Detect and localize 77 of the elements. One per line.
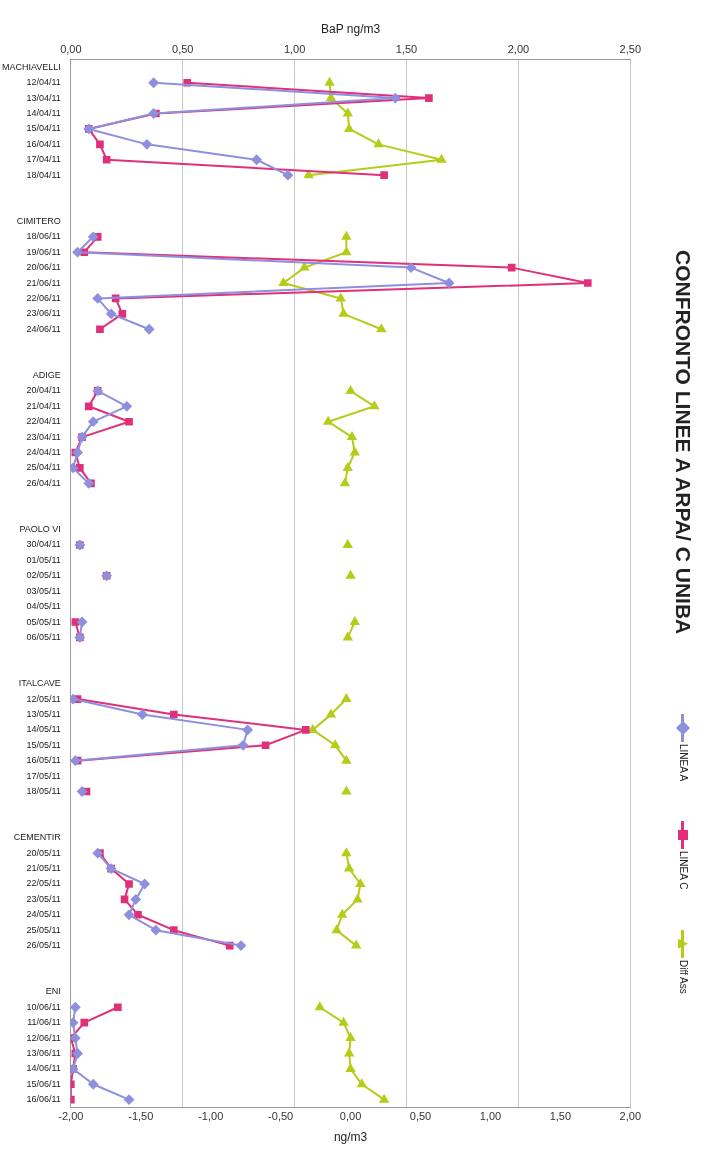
x2-tick-label: 1,00 — [283, 43, 306, 56]
y-tick-label: 14/04/11 — [26, 108, 61, 119]
y-tick-label: 02/05/11 — [26, 570, 61, 581]
y-tick-label: 05/05/11 — [26, 616, 61, 627]
y-tick-label: 18/06/11 — [26, 231, 61, 242]
y-tick-label: 13/04/11 — [26, 92, 61, 103]
y-tick-label: 16/06/11 — [26, 1094, 61, 1105]
y-tick-label: 03/05/11 — [26, 585, 61, 596]
y-tick-label: 18/04/11 — [26, 169, 61, 180]
y-tick-label: 16/05/11 — [26, 755, 61, 766]
legend-label: LINEA A — [677, 744, 689, 782]
x2-tick-label: 2,00 — [507, 43, 530, 56]
y-tick-label: 12/04/11 — [26, 77, 61, 88]
x-axis-title: ng/m3 — [333, 1130, 368, 1145]
y-tick-label: 15/04/11 — [26, 123, 61, 134]
text: CONFRONTO LINEE A ARPA/ C UNIBA — [671, 250, 695, 635]
x2-axis-title: BaP ng/m3 — [321, 21, 381, 36]
y-tick-label: 19/06/11 — [26, 246, 61, 257]
legend-label: LINEA C — [677, 851, 689, 890]
x-tick-label: 1,50 — [549, 1110, 572, 1123]
y-tick-label: 23/06/11 — [26, 308, 61, 319]
y-tick-label: 04/05/11 — [26, 601, 61, 612]
y-tick-label: 23/05/11 — [26, 893, 61, 904]
y-tick-label: 12/05/11 — [26, 693, 61, 704]
x-tick-label: 0,50 — [409, 1110, 432, 1123]
y-tick-label: 22/04/11 — [26, 416, 61, 427]
y-tick-label: 16/04/11 — [26, 138, 61, 149]
y-tick-label: 21/04/11 — [26, 400, 61, 411]
y-tick-label: 22/05/11 — [26, 878, 61, 889]
y-tick-label: ENI — [45, 986, 61, 997]
y-tick-label: 26/05/11 — [26, 940, 61, 951]
y-tick-label: 20/04/11 — [26, 385, 61, 396]
y-tick-label: MACHIAVELLI — [1, 61, 61, 72]
y-tick-label: 25/05/11 — [26, 924, 61, 935]
y-tick-label: 22/06/11 — [26, 292, 61, 303]
y-tick-label: 21/06/11 — [26, 277, 61, 288]
y-tick-label: 24/05/11 — [26, 909, 61, 920]
y-tick-label: 20/06/11 — [26, 262, 61, 273]
x-tick-label: -1,00 — [198, 1110, 224, 1123]
y-tick-label: 14/05/11 — [26, 724, 61, 735]
y-tick-label: PAOLO VI — [19, 524, 61, 535]
x-tick-label: -2,00 — [58, 1110, 84, 1123]
y-tick-label: 30/04/11 — [26, 539, 61, 550]
y-tick-label: 15/06/11 — [26, 1078, 61, 1089]
y-tick-label: 06/05/11 — [26, 631, 61, 642]
y-tick-label: 24/06/11 — [26, 323, 61, 334]
y-tick-label: 18/05/11 — [26, 786, 61, 796]
y-tick-label: 17/05/11 — [26, 770, 61, 781]
y-tick-label: ADIGE — [32, 369, 61, 380]
y-tick-label: CEMENTIR — [13, 832, 62, 843]
x2-tick-label: 0,00 — [60, 43, 82, 56]
y-tick-label: 17/04/11 — [26, 154, 61, 165]
y-tick-label: 10/06/11 — [26, 1001, 61, 1012]
x-tick-label: -0,50 — [268, 1110, 294, 1123]
y-tick-label: 14/06/11 — [26, 1063, 61, 1074]
y-tick-label: 24/04/11 — [26, 447, 61, 458]
y-tick-label: 20/05/11 — [26, 847, 61, 858]
x2-tick-label: 2,50 — [619, 43, 642, 56]
y-tick-label: 01/05/11 — [26, 554, 61, 565]
x2-tick-label: 1,50 — [395, 43, 418, 56]
y-tick-label: 15/05/11 — [26, 739, 61, 750]
y-tick-label: 13/06/11 — [26, 1047, 61, 1058]
y-tick-label: CIMITERO — [16, 215, 61, 226]
y-tick-label: ITALCAVE — [18, 678, 61, 689]
x2-tick-label: 0,50 — [172, 43, 194, 56]
y-tick-label: 26/04/11 — [26, 477, 61, 488]
x-tick-label: -1,50 — [128, 1110, 154, 1123]
y-tick-label: 25/04/11 — [26, 462, 61, 473]
y-tick-label: 21/05/11 — [26, 863, 61, 874]
y-tick-label: 11/06/11 — [27, 1017, 61, 1028]
x-tick-label: 1,00 — [479, 1110, 502, 1123]
legend-label: Diff Ass — [677, 959, 689, 994]
y-tick-label: 13/05/11 — [26, 708, 61, 719]
x-tick-label: 2,00 — [619, 1110, 642, 1123]
y-tick-label: 12/06/11 — [26, 1032, 61, 1043]
x-tick-label: 0,00 — [339, 1110, 362, 1123]
y-tick-label: 23/04/11 — [26, 431, 61, 442]
